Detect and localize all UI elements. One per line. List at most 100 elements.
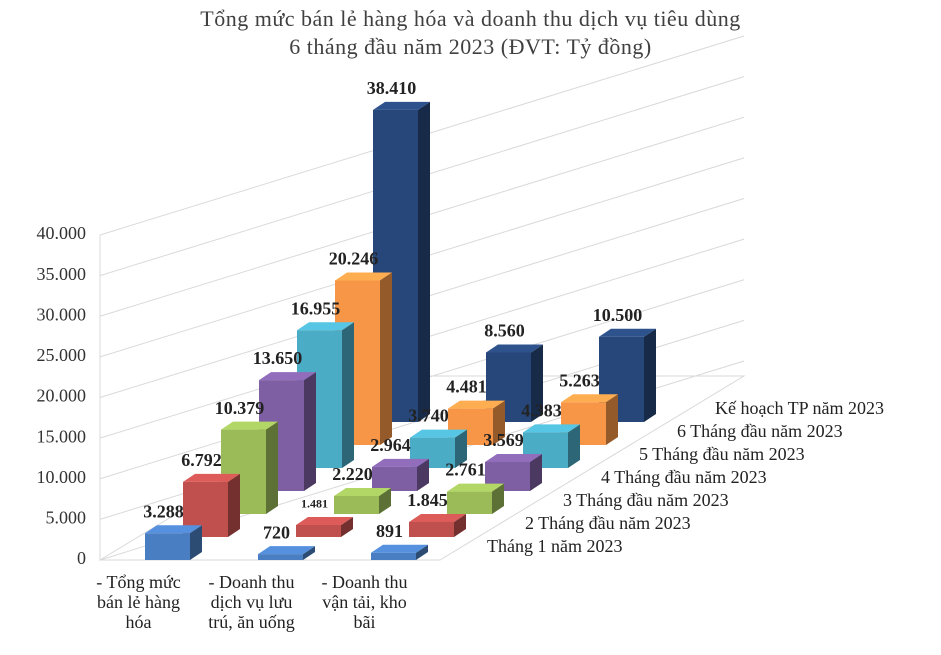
legend-label: 2 Tháng đầu năm 2023 <box>525 513 691 533</box>
value-label: 2.761 <box>445 460 486 480</box>
value-label: 1.845 <box>407 490 448 510</box>
bar-face <box>409 522 454 537</box>
value-label: 4.481 <box>446 377 487 397</box>
bar-face <box>258 554 303 560</box>
bar-face <box>303 546 315 560</box>
bar-face <box>371 552 416 560</box>
x-tick-label: - Doanh thu dịch vụ lưu trú, ăn uống <box>208 572 295 632</box>
value-label: 720 <box>263 522 290 542</box>
value-label: 16.955 <box>291 298 341 318</box>
bar-face <box>530 454 542 491</box>
value-label: 5.263 <box>559 370 600 390</box>
value-label: 13.650 <box>253 348 303 368</box>
bar-face <box>455 429 467 468</box>
bar-face <box>448 400 505 409</box>
y-tick-label: 0 <box>77 548 86 568</box>
bar-face <box>606 394 618 445</box>
bar-face <box>296 524 341 537</box>
bar <box>258 546 315 560</box>
bar-face <box>410 429 467 438</box>
bar-face <box>493 400 505 445</box>
y-tick-label: 40.000 <box>37 223 87 243</box>
bar-face <box>531 344 543 422</box>
y-tick-label: 5.000 <box>46 508 87 528</box>
legend-label: 6 Tháng đầu năm 2023 <box>677 421 843 441</box>
bar-face <box>380 272 392 445</box>
bar-face <box>373 101 430 110</box>
bar-face <box>486 344 543 353</box>
bar <box>409 514 466 537</box>
x-tick-label: - Tổng mức bán lẻ hàng hóa <box>96 572 181 632</box>
legend-label: Tháng 1 năm 2023 <box>487 536 622 556</box>
value-label: 891 <box>376 521 403 541</box>
value-label: 1.481 <box>301 497 328 511</box>
bar-face <box>599 328 656 337</box>
chart-title: Tổng mức bán lẻ hàng hóa và doanh thu dị… <box>200 6 741 31</box>
value-label: 6.792 <box>181 450 222 470</box>
bar <box>334 487 391 514</box>
bar-face <box>417 458 429 491</box>
legend-label: 4 Tháng đầu năm 2023 <box>601 467 767 487</box>
bar-face <box>342 322 354 468</box>
bar-face <box>485 454 542 463</box>
value-label: 38.410 <box>367 78 417 98</box>
bar-face <box>266 421 278 514</box>
legend-label: 3 Tháng đầu năm 2023 <box>563 490 729 510</box>
bar-face <box>334 487 391 496</box>
bar <box>296 516 353 537</box>
value-label: 10.500 <box>593 305 643 325</box>
value-label: 2.220 <box>332 464 373 484</box>
y-tick-label: 30.000 <box>37 304 87 324</box>
bar-face <box>335 272 392 281</box>
y-tick-label: 20.000 <box>37 386 87 406</box>
value-label: 4.383 <box>521 401 562 421</box>
bar-face <box>447 483 504 492</box>
legend-label: 5 Tháng đầu năm 2023 <box>639 444 805 464</box>
bar-face <box>296 516 353 525</box>
bar-face <box>297 322 354 331</box>
bar-face <box>561 394 618 403</box>
bar <box>372 458 429 491</box>
bar-face <box>372 458 429 467</box>
bar-face <box>523 424 580 433</box>
bar-face <box>371 544 428 553</box>
y-tick-label: 15.000 <box>37 426 87 446</box>
bar-face <box>183 473 240 482</box>
bar-face <box>492 483 504 514</box>
value-label: 10.379 <box>215 398 265 418</box>
value-label: 20.246 <box>329 249 379 269</box>
chart-subtitle: 6 tháng đầu năm 2023 (ĐVT: Tỷ đồng) <box>289 34 652 59</box>
bar <box>448 400 505 445</box>
value-label: 2.964 <box>370 435 411 455</box>
bar-face <box>416 544 428 560</box>
bar-face <box>183 481 228 537</box>
value-label: 3.288 <box>143 501 184 521</box>
y-tick-label: 25.000 <box>37 345 87 365</box>
bar-face <box>190 525 202 560</box>
value-label: 3.740 <box>408 406 449 426</box>
bar-face <box>221 421 278 430</box>
bar-face <box>372 466 417 491</box>
bar <box>183 473 240 537</box>
bar-face <box>568 424 580 468</box>
bar <box>523 424 580 468</box>
bar-face <box>258 546 315 555</box>
value-label: 8.560 <box>484 321 525 341</box>
bar-face <box>379 487 391 514</box>
value-label: 3.569 <box>483 430 524 450</box>
y-tick-label: 10.000 <box>37 467 87 487</box>
bar-face <box>454 514 466 537</box>
bar-face <box>644 328 656 422</box>
bar-face <box>145 533 190 560</box>
bar <box>371 544 428 560</box>
bar-face <box>341 516 353 537</box>
x-tick-label: - Doanh thu vận tải, kho bãi <box>321 572 408 632</box>
y-tick-label: 35.000 <box>37 264 87 284</box>
bar-face <box>418 101 430 422</box>
bar-face <box>228 473 240 537</box>
bar-face <box>409 514 466 523</box>
bar <box>145 525 202 560</box>
bar <box>447 483 504 514</box>
